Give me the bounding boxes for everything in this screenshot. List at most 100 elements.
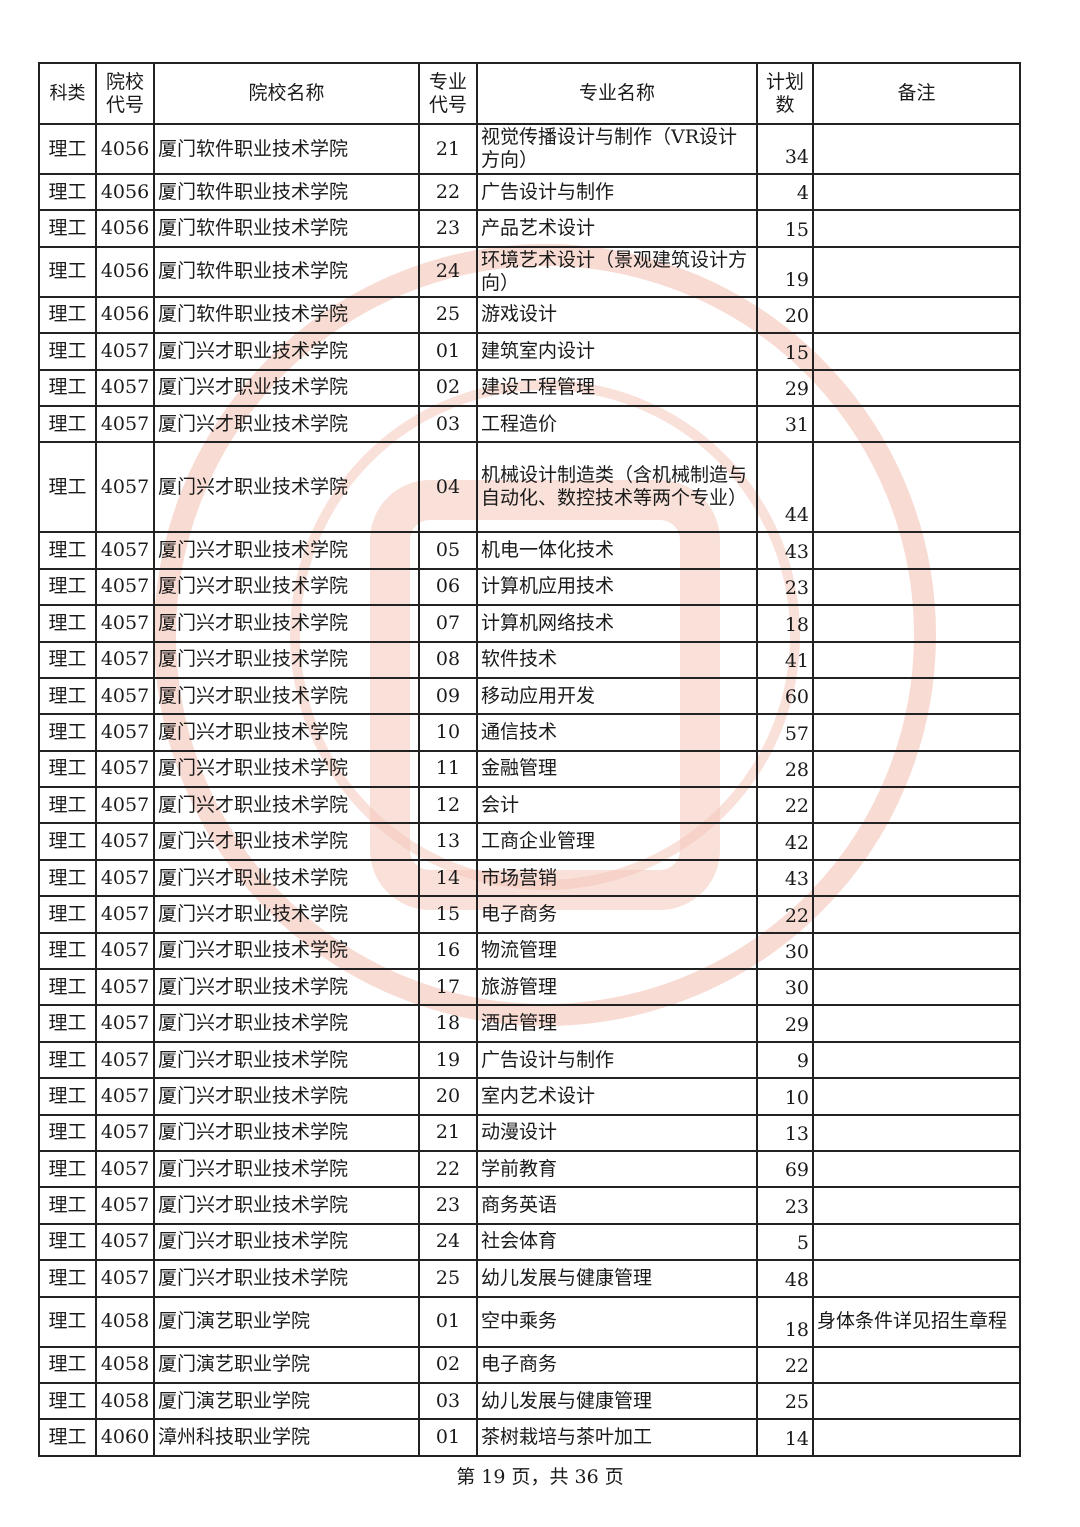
cell-school-code: 4057 (95, 1259, 155, 1298)
cell-category: 理工 (38, 172, 97, 212)
cell-major-code: 20 (418, 1077, 478, 1116)
header-category: 科类 (38, 62, 97, 125)
cell-major-name: 机电一体化技术 (476, 531, 758, 570)
cell-major-name: 物流管理 (476, 931, 758, 971)
cell-major-code: 08 (418, 640, 478, 679)
table-row: 理工 4057 厦门兴才职业技术学院 19 广告设计与制作 9 (38, 1040, 1021, 1080)
table-row: 理工 4057 厦门兴才职业技术学院 07 计算机网络技术 18 (38, 604, 1021, 643)
cell-school-code: 4057 (95, 1222, 155, 1262)
cell-major-name: 幼儿发展与健康管理 (476, 1381, 758, 1421)
cell-school-name: 厦门兴才职业技术学院 (153, 676, 420, 716)
cell-category: 理工 (38, 123, 97, 175)
cell-remarks (812, 676, 1021, 716)
cell-plan: 14 (756, 1418, 814, 1457)
header-major-code: 专业代号 (418, 62, 478, 125)
cell-school-code: 4057 (95, 1004, 155, 1043)
table-row: 理工 4057 厦门兴才职业技术学院 06 计算机应用技术 23 (38, 567, 1021, 607)
cell-category: 理工 (38, 713, 97, 752)
cell-school-code: 4056 (95, 172, 155, 212)
cell-school-code: 4057 (95, 749, 155, 789)
cell-plan: 13 (756, 1113, 814, 1152)
cell-school-name: 厦门兴才职业技术学院 (153, 640, 420, 679)
cell-plan: 18 (756, 604, 814, 643)
cell-plan: 29 (756, 1004, 814, 1043)
cell-major-name: 商务英语 (476, 1186, 758, 1225)
cell-category: 理工 (38, 1259, 97, 1298)
cell-plan: 15 (756, 209, 814, 248)
cell-remarks (812, 1149, 1021, 1189)
cell-plan: 43 (756, 531, 814, 570)
cell-plan: 22 (756, 1345, 814, 1384)
cell-category: 理工 (38, 567, 97, 607)
cell-plan: 22 (756, 786, 814, 825)
cell-major-code: 21 (418, 123, 478, 175)
cell-school-code: 4060 (95, 1418, 155, 1457)
cell-school-code: 4058 (95, 1381, 155, 1421)
cell-major-name: 旅游管理 (476, 968, 758, 1007)
cell-category: 理工 (38, 1222, 97, 1262)
cell-major-name: 茶树栽培与茶叶加工 (476, 1418, 758, 1457)
cell-category: 理工 (38, 1381, 97, 1421)
cell-major-code: 25 (418, 1259, 478, 1298)
cell-remarks (812, 404, 1021, 444)
cell-major-name: 广告设计与制作 (476, 172, 758, 212)
cell-school-name: 漳州科技职业学院 (153, 1418, 420, 1457)
cell-school-name: 厦门兴才职业技术学院 (153, 604, 420, 643)
cell-major-code: 16 (418, 931, 478, 971)
cell-major-code: 01 (418, 1418, 478, 1457)
cell-plan: 19 (756, 245, 814, 298)
cell-school-name: 厦门兴才职业技术学院 (153, 1113, 420, 1152)
cell-school-code: 4057 (95, 531, 155, 570)
table-row: 理工 4057 厦门兴才职业技术学院 10 通信技术 57 (38, 713, 1021, 752)
cell-plan: 18 (756, 1295, 814, 1348)
cell-school-code: 4057 (95, 404, 155, 444)
cell-school-name: 厦门兴才职业技术学院 (153, 895, 420, 934)
cell-category: 理工 (38, 1004, 97, 1043)
cell-school-name: 厦门兴才职业技术学院 (153, 858, 420, 898)
cell-school-code: 4056 (95, 295, 155, 335)
cell-school-code: 4057 (95, 1149, 155, 1189)
cell-major-code: 23 (418, 209, 478, 248)
cell-remarks (812, 1004, 1021, 1043)
cell-remarks (812, 368, 1021, 407)
table-row: 理工 4056 厦门软件职业技术学院 24 环境艺术设计（景观建筑设计方向） 19 (38, 245, 1021, 298)
table-header: 科类 院校代号 院校名称 专业代号 专业名称 计划数 备注 (38, 62, 1021, 125)
cell-category: 理工 (38, 531, 97, 570)
cell-major-code: 22 (418, 172, 478, 212)
cell-remarks (812, 822, 1021, 861)
cell-remarks (812, 895, 1021, 934)
cell-plan: 4 (756, 172, 814, 212)
cell-school-code: 4056 (95, 123, 155, 175)
cell-major-name: 机械设计制造类（含机械制造与自动化、数控技术等两个专业） (476, 441, 758, 534)
cell-school-name: 厦门兴才职业技术学院 (153, 441, 420, 534)
cell-category: 理工 (38, 368, 97, 407)
cell-category: 理工 (38, 295, 97, 335)
cell-category: 理工 (38, 786, 97, 825)
cell-school-name: 厦门演艺职业学院 (153, 1345, 420, 1384)
cell-school-code: 4057 (95, 931, 155, 971)
cell-major-code: 09 (418, 676, 478, 716)
cell-remarks (812, 1381, 1021, 1421)
cell-school-code: 4056 (95, 209, 155, 248)
cell-remarks (812, 858, 1021, 898)
cell-remarks (812, 1077, 1021, 1116)
cell-plan: 30 (756, 931, 814, 971)
cell-major-name: 工程造价 (476, 404, 758, 444)
cell-school-code: 4057 (95, 786, 155, 825)
cell-remarks (812, 1040, 1021, 1080)
table-row: 理工 4057 厦门兴才职业技术学院 20 室内艺术设计 10 (38, 1077, 1021, 1116)
cell-school-code: 4056 (95, 245, 155, 298)
cell-school-name: 厦门演艺职业学院 (153, 1381, 420, 1421)
cell-category: 理工 (38, 676, 97, 716)
cell-school-code: 4057 (95, 604, 155, 643)
cell-plan: 42 (756, 822, 814, 861)
cell-remarks (812, 931, 1021, 971)
cell-category: 理工 (38, 822, 97, 861)
header-school-name: 院校名称 (153, 62, 420, 125)
cell-school-name: 厦门兴才职业技术学院 (153, 749, 420, 789)
cell-school-name: 厦门兴才职业技术学院 (153, 567, 420, 607)
cell-plan: 41 (756, 640, 814, 679)
cell-major-code: 03 (418, 1381, 478, 1421)
cell-major-name: 环境艺术设计（景观建筑设计方向） (476, 245, 758, 298)
cell-major-code: 11 (418, 749, 478, 789)
